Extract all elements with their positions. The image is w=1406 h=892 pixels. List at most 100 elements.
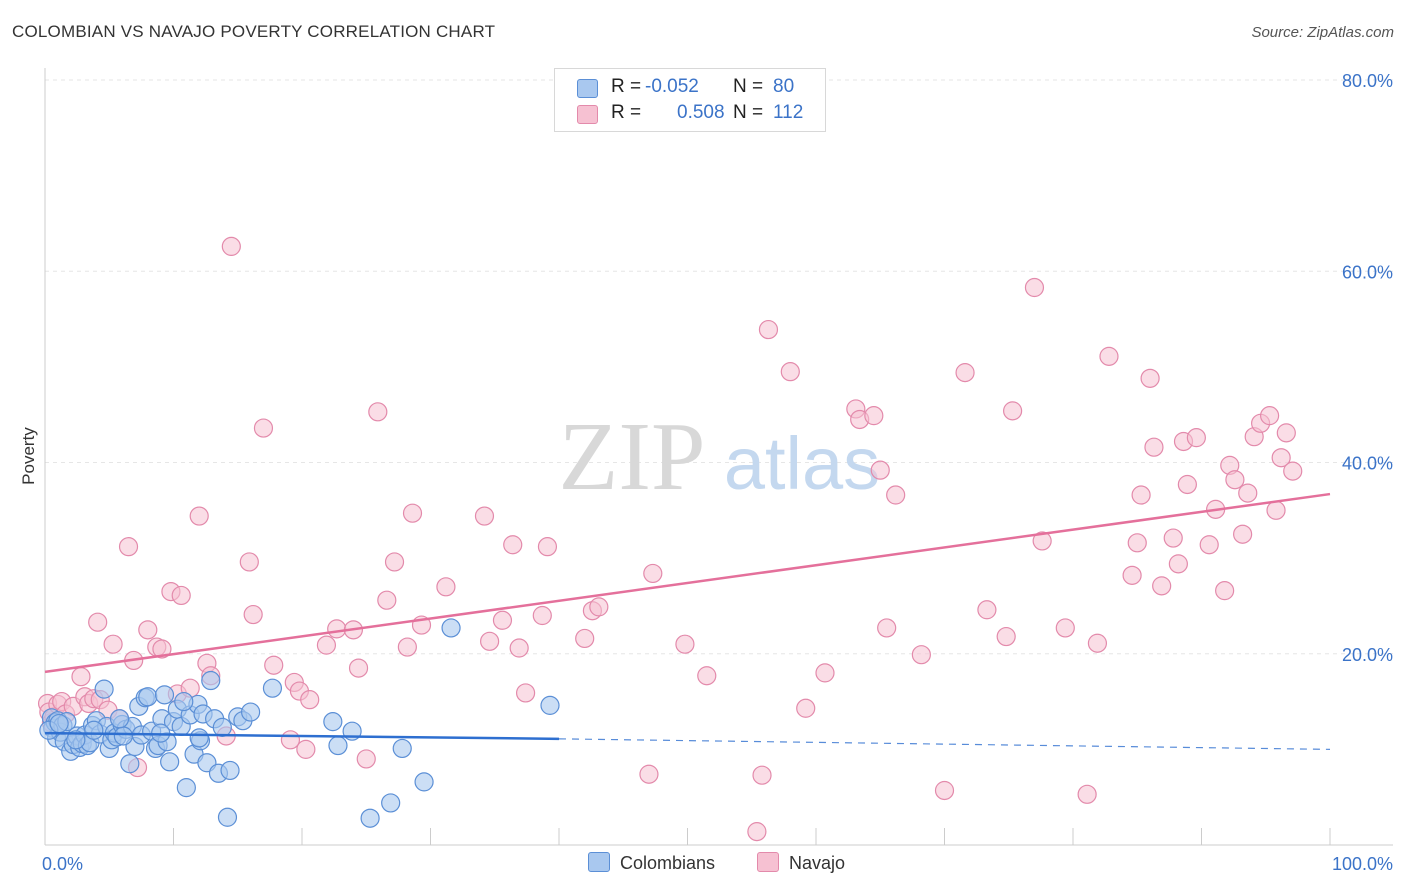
navajo-point <box>780 362 800 382</box>
blue-swatch-icon <box>588 852 610 872</box>
navajo-point <box>1055 618 1075 638</box>
navajo-point <box>384 552 405 572</box>
navajo-point <box>103 634 123 654</box>
x-tick-label: 0.0% <box>42 854 83 874</box>
colombian-point <box>84 720 104 740</box>
navajo-point <box>480 631 500 651</box>
colombian-trend-extension <box>558 738 1331 750</box>
navajo-point <box>138 620 158 640</box>
colombian-point <box>392 738 412 759</box>
navajo-point <box>1276 423 1296 443</box>
navajo-point <box>643 563 663 584</box>
navajo-point <box>955 363 975 383</box>
navajo-point <box>886 485 906 505</box>
navajo-trend-line <box>44 492 1331 674</box>
r-value: 0.508 <box>677 102 725 123</box>
navajo-point <box>221 236 241 256</box>
navajo-point <box>1077 784 1097 804</box>
colombian-point <box>414 772 434 792</box>
navajo-point <box>1266 500 1286 520</box>
navajo-point <box>71 667 91 687</box>
colombian-point <box>176 778 196 798</box>
y-tick-label: 80.0% <box>1342 71 1393 91</box>
navajo-point <box>639 764 659 784</box>
navajo-point <box>1140 368 1160 388</box>
colombian-point <box>540 695 560 715</box>
navajo-point <box>1271 448 1291 468</box>
navajo-point <box>377 590 397 610</box>
navajo-point <box>327 619 347 639</box>
navajo-point <box>356 749 376 769</box>
colombian-point <box>262 678 283 698</box>
navajo-point <box>171 585 191 606</box>
navajo-point <box>280 730 301 750</box>
navajo-point <box>537 537 558 557</box>
colombian-point <box>328 735 348 756</box>
n-value: 112 <box>773 102 804 123</box>
n-label: N = <box>733 102 764 123</box>
colombian-point <box>201 670 221 691</box>
pink-swatch-icon <box>757 852 779 872</box>
colombian-point <box>189 728 209 748</box>
navajo-point <box>1168 554 1188 574</box>
blue-swatch-icon <box>577 79 598 98</box>
navajo-point <box>758 319 779 340</box>
correlation-legend: R = -0.052 N = 80 R = 0.508 N = 112 <box>554 68 826 132</box>
colombian-trend-line <box>44 731 560 741</box>
navajo-point <box>796 698 816 718</box>
navajo-point <box>1152 576 1172 596</box>
chart-title: COLOMBIAN VS NAVAJO POVERTY CORRELATION … <box>12 22 496 41</box>
colombian-point <box>441 618 461 638</box>
colombian-point <box>49 713 69 734</box>
navajo-point <box>747 822 767 842</box>
navajo-point <box>118 537 139 557</box>
navajo-point <box>977 600 997 620</box>
colombian-point <box>174 691 194 712</box>
navajo-point <box>397 637 417 657</box>
colombian-point <box>360 808 380 828</box>
legend-label-navajo: Navajo <box>789 853 846 873</box>
navajo-point <box>1215 581 1235 601</box>
colombian-point <box>94 679 114 699</box>
navajo-point <box>877 618 897 638</box>
navajo-point <box>1199 535 1219 555</box>
navajo-point <box>1144 437 1164 457</box>
legend-label-colombians: Colombians <box>620 853 716 873</box>
colombian-point <box>381 793 401 813</box>
colombian-points <box>39 618 560 828</box>
navajo-point <box>1177 474 1197 495</box>
colombian-point <box>109 709 130 729</box>
colombian-point <box>241 702 261 722</box>
navajo-point <box>752 765 772 785</box>
navajo-point <box>697 666 717 686</box>
colombian-point <box>66 730 86 750</box>
navajo-point <box>316 635 337 655</box>
navajo-points <box>37 236 1303 842</box>
navajo-point <box>870 460 890 480</box>
colombian-point <box>113 726 133 746</box>
navajo-point <box>1122 565 1142 585</box>
navajo-point <box>243 604 263 625</box>
navajo-point <box>88 612 108 632</box>
navajo-point <box>1233 524 1253 544</box>
navajo-point <box>934 780 955 801</box>
navajo-point <box>911 645 931 665</box>
navajo-point <box>253 418 274 438</box>
navajo-point <box>1238 483 1258 503</box>
navajo-point <box>815 663 835 683</box>
y-axis-title: Poverty <box>19 427 38 485</box>
trend-lines <box>44 492 1331 750</box>
legend-item-colombians[interactable]: Colombians <box>588 852 715 876</box>
navajo-point <box>675 634 695 654</box>
navajo-point <box>402 503 423 523</box>
n-value: 80 <box>773 76 795 97</box>
colombian-point <box>220 760 240 781</box>
navajo-point <box>1186 428 1206 448</box>
navajo-point <box>575 628 595 649</box>
navajo-point <box>492 610 513 630</box>
legend-item-navajo[interactable]: Navajo <box>757 852 845 876</box>
colombian-point <box>217 807 238 827</box>
navajo-point <box>1099 346 1119 366</box>
navajo-point <box>239 552 259 572</box>
